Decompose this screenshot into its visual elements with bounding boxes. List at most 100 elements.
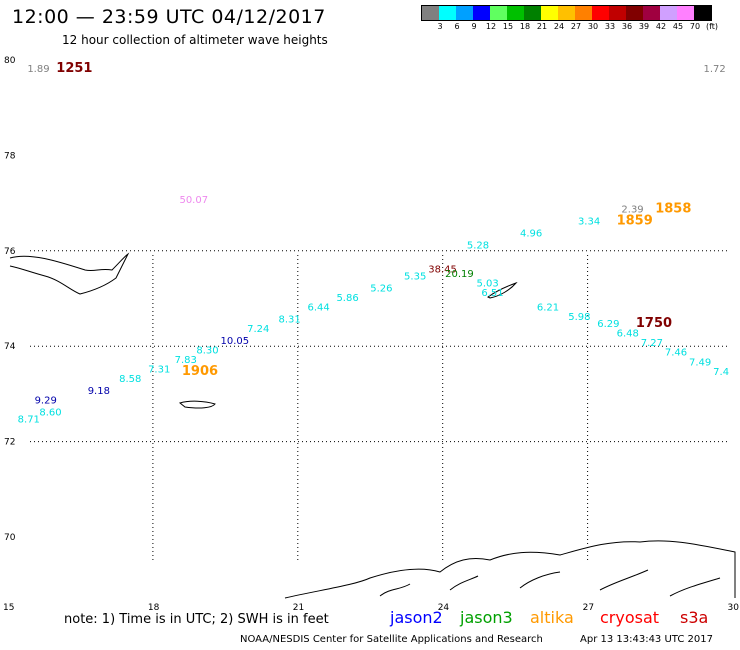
legend-label: 39 xyxy=(638,22,650,31)
legend-swatch xyxy=(490,6,507,20)
page-title: 12:00 — 23:59 UTC 04/12/2017 xyxy=(12,6,326,28)
footer-timestamp: Apr 13 13:43:43 UTC 2017 xyxy=(580,634,713,645)
wave-height-label: 7.83 xyxy=(175,355,197,366)
wave-height-label: 6.44 xyxy=(307,302,329,313)
x-tick-label: 30 xyxy=(728,603,740,613)
wave-height-label: 8.58 xyxy=(119,374,141,385)
wave-height-label: 9.18 xyxy=(88,386,110,397)
color-legend: 3 6 9 12 15 18 21 24 27 30 33 36 39 42 45 70 (ft) xyxy=(421,5,718,31)
wave-height-label: 38.45 xyxy=(428,264,457,275)
legend-label: (ft) xyxy=(705,22,719,31)
wave-height-label: 7.46 xyxy=(665,348,687,359)
legend-swatch xyxy=(558,6,575,20)
wave-height-label: 6.51 xyxy=(481,288,503,299)
footer-credit: NOAA/NESDIS Center for Satellite Applica… xyxy=(240,634,543,645)
legend-swatch xyxy=(626,6,643,20)
wave-height-label: 8.71 xyxy=(18,415,40,426)
wave-height-label: 5.26 xyxy=(370,283,392,294)
y-tick-label: 74 xyxy=(4,342,16,352)
norway-fjords xyxy=(379,569,721,597)
legend-label: 36 xyxy=(621,22,633,31)
wave-height-label: 6.29 xyxy=(597,319,619,330)
wave-height-label: 1251 xyxy=(56,61,92,76)
legend-label: 6 xyxy=(454,22,460,31)
wave-height-label: 1858 xyxy=(655,202,691,217)
x-tick-label: 18 xyxy=(148,603,160,613)
legend-swatch xyxy=(422,6,439,20)
legend-swatch xyxy=(694,6,711,20)
legend-label: 12 xyxy=(485,22,497,31)
x-tick-label: 21 xyxy=(293,603,304,613)
wave-height-label: 1.89 xyxy=(27,64,49,75)
legend-swatch xyxy=(507,6,524,20)
legend-swatch xyxy=(677,6,694,20)
legend-label: 45 xyxy=(672,22,684,31)
wave-labels: 1.89 1251 1.72 50.07 2.39 1858 3.34 1859 4.96 5.2… xyxy=(18,61,729,426)
norway-coast xyxy=(284,540,736,599)
wave-height-label: 5.28 xyxy=(467,240,489,251)
satellite-s3a: s3a xyxy=(680,608,709,627)
y-tick-label: 76 xyxy=(4,247,16,257)
legend-label: 30 xyxy=(587,22,599,31)
x-tick-label: 15 xyxy=(3,603,14,613)
satellite-cryosat: cryosat xyxy=(600,608,660,627)
wave-height-label: 5.98 xyxy=(568,312,590,323)
hopen-coast xyxy=(487,281,518,299)
wave-height-label: 7.4 xyxy=(713,367,729,378)
legend-label: 3 xyxy=(437,22,443,31)
wave-height-label: 8.31 xyxy=(278,314,300,325)
x-tick-label: 27 xyxy=(583,603,594,613)
legend-swatch xyxy=(473,6,490,20)
legend-label: 15 xyxy=(502,22,514,31)
coastline xyxy=(9,252,736,599)
legend-swatch xyxy=(439,6,456,20)
wave-height-label: 8.30 xyxy=(196,345,218,356)
wave-height-label: 7.27 xyxy=(641,338,663,349)
legend-swatch xyxy=(643,6,660,20)
wave-height-label: 2.39 xyxy=(621,205,643,216)
legend-swatch xyxy=(592,6,609,20)
map-grid xyxy=(30,250,730,560)
bear-island-coast xyxy=(178,400,216,409)
wave-height-label: 1906 xyxy=(182,364,218,379)
y-tick-label: 80 xyxy=(4,56,16,66)
y-tick-label: 78 xyxy=(4,151,16,161)
wave-height-label: 10.05 xyxy=(221,336,250,347)
axis-labels: 15 18 21 24 27 30 80 78 76 74 72 70 xyxy=(3,56,739,613)
wave-height-label: 5.86 xyxy=(336,293,358,304)
legend-swatches xyxy=(421,5,712,21)
legend-swatch xyxy=(524,6,541,20)
legend-swatch xyxy=(456,6,473,20)
legend-swatch xyxy=(541,6,558,20)
y-tick-label: 72 xyxy=(4,438,15,448)
page-subtitle: 12 hour collection of altimeter wave hei… xyxy=(62,33,328,47)
wave-height-label: 20.19 xyxy=(445,269,474,280)
wave-height-label: 1750 xyxy=(636,316,672,331)
wave-height-label: 7.31 xyxy=(148,364,170,375)
wave-height-label: 9.29 xyxy=(35,395,57,406)
legend-label: 27 xyxy=(570,22,582,31)
wave-height-label: 3.34 xyxy=(578,217,600,228)
legend-label: 42 xyxy=(655,22,667,31)
legend-swatch xyxy=(575,6,592,20)
wave-height-label: 5.03 xyxy=(477,279,499,290)
wave-height-label: 5.35 xyxy=(404,271,426,282)
wave-height-label: 50.07 xyxy=(179,195,208,206)
satellite-jason3: jason3 xyxy=(460,608,513,627)
wave-height-label: 1859 xyxy=(617,214,653,229)
legend-label: 70 xyxy=(689,22,701,31)
legend-swatch xyxy=(660,6,677,20)
satellite-jason2: jason2 xyxy=(390,608,443,627)
wave-height-label: 6.48 xyxy=(617,329,639,340)
y-tick-label: 70 xyxy=(4,533,16,543)
wave-height-label: 8.60 xyxy=(39,407,61,418)
wave-height-label: 7.24 xyxy=(247,324,269,335)
legend-label: 21 xyxy=(536,22,548,31)
legend-swatch xyxy=(609,6,626,20)
wave-height-label: 4.96 xyxy=(520,228,542,239)
satellite-altika: altika xyxy=(530,608,574,627)
wave-height-label: 6.21 xyxy=(537,302,559,313)
wave-height-label: 7.49 xyxy=(689,357,711,368)
svalbard-coast xyxy=(9,252,130,295)
